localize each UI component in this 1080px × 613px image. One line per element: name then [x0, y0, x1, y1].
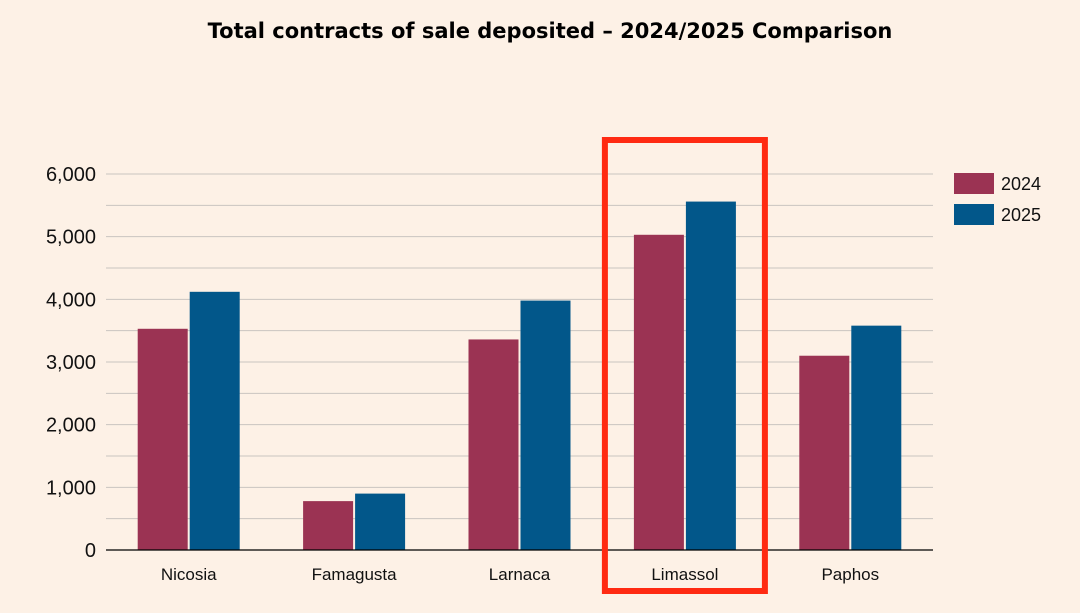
gridlines [106, 173, 933, 520]
chart-title: Total contracts of sale deposited – 2024… [208, 19, 893, 43]
legend-label-2024: 2024 [1001, 174, 1041, 194]
x-tick-label-larnaca: Larnaca [489, 565, 551, 584]
bar-nicosia-2024 [137, 328, 188, 550]
y-tick-label: 0 [85, 540, 96, 562]
legend-swatch-2024 [954, 173, 994, 194]
y-tick-label: 4,000 [46, 289, 96, 311]
highlight-box-group [601, 137, 768, 594]
legend-label-2025: 2025 [1001, 205, 1041, 225]
y-tick-label: 1,000 [46, 477, 96, 499]
highlight-box [601, 137, 768, 594]
bar-larnaca-2024 [468, 339, 519, 550]
bar-limassol-2024 [633, 234, 684, 550]
y-tick-label: 5,000 [46, 227, 96, 249]
legend-swatch-2025 [954, 204, 994, 225]
bars [137, 201, 902, 550]
axes: 0 1,000 2,000 3,000 4,000 5,000 6,000 Nicosia Fa… [46, 164, 933, 584]
bar-limassol-2025 [685, 201, 736, 550]
x-tick-label-paphos: Paphos [821, 565, 879, 584]
y-tick-label: 2,000 [46, 415, 96, 437]
y-tick-label: 6,000 [46, 164, 96, 186]
bar-famagusta-2024 [303, 501, 354, 550]
bar-paphos-2024 [799, 355, 850, 550]
bar-famagusta-2025 [355, 493, 406, 550]
bar-nicosia-2025 [189, 291, 240, 550]
x-tick-label-limassol: Limassol [651, 565, 718, 584]
x-tick-label-famagusta: Famagusta [312, 565, 398, 584]
bar-larnaca-2025 [520, 300, 571, 550]
bar-paphos-2025 [851, 325, 902, 550]
y-tick-label: 3,000 [46, 352, 96, 374]
x-tick-label-nicosia: Nicosia [161, 565, 217, 584]
legend: 2024 2025 [954, 173, 1041, 225]
